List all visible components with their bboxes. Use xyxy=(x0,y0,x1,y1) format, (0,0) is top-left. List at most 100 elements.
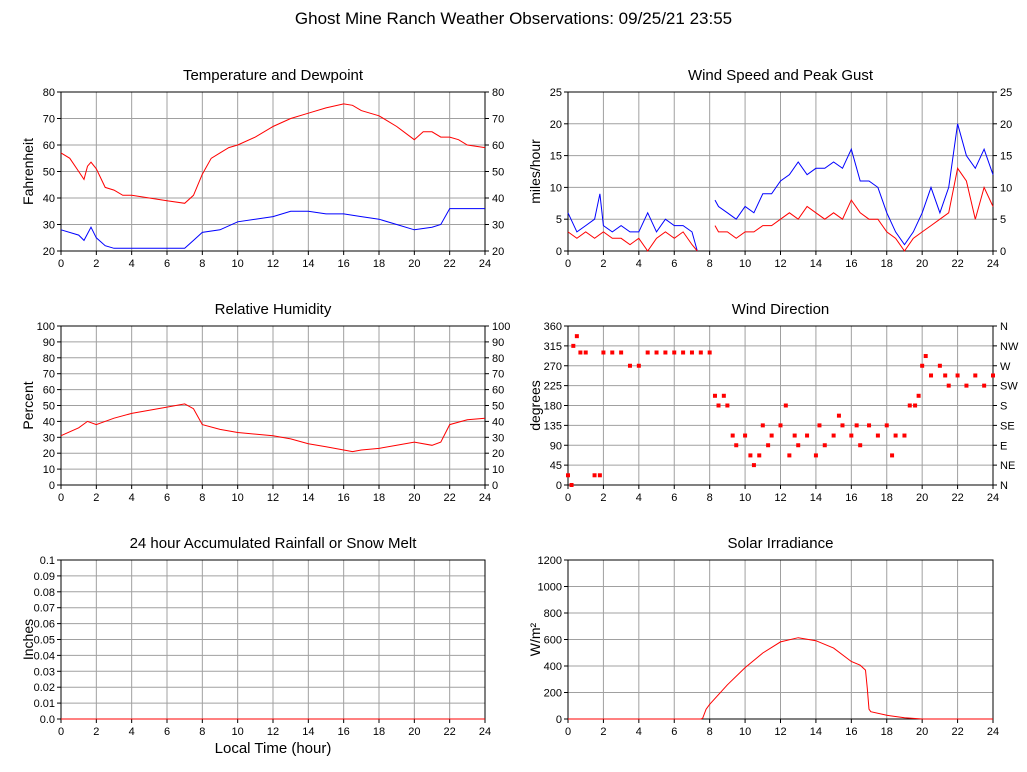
y-tick-label: 0.02 xyxy=(34,682,55,694)
x-tick-label: 4 xyxy=(129,492,135,504)
y-tick-label: 80 xyxy=(43,87,55,99)
x-tick-label: 18 xyxy=(373,726,385,738)
data-point xyxy=(730,433,735,438)
y-right-tick-label: 80 xyxy=(492,87,504,99)
data-point xyxy=(778,423,783,428)
y-right-tick-label: 60 xyxy=(492,385,504,397)
chart-title: Wind Direction xyxy=(732,301,830,318)
data-point xyxy=(867,423,872,428)
y-right-tick-label: 100 xyxy=(492,321,510,333)
data-point xyxy=(627,363,632,368)
y-tick-label: 50 xyxy=(43,167,55,179)
data-point xyxy=(792,433,797,438)
y-tick-label: 40 xyxy=(43,416,55,428)
x-tick-label: 24 xyxy=(479,258,491,270)
data-point xyxy=(955,373,960,378)
series-line-wind-speed xyxy=(567,167,994,252)
x-tick-label: 4 xyxy=(636,726,642,738)
x-tick-label: 24 xyxy=(987,258,999,270)
x-tick-label: 8 xyxy=(199,258,205,270)
y-tick-label: 25 xyxy=(550,87,562,99)
x-tick-label: 20 xyxy=(916,258,928,270)
x-tick-label: 8 xyxy=(707,258,713,270)
y-right-tick-label: 60 xyxy=(492,140,504,152)
y-tick-label: 225 xyxy=(544,381,562,393)
chart-rh: 0 2 4 6 8 10 12 14 16 18 20 22 240102030405060708090… xyxy=(20,301,510,504)
x-tick-label: 4 xyxy=(636,492,642,504)
y-tick-label: 90 xyxy=(43,337,55,349)
data-point xyxy=(743,433,748,438)
y-tick-label: 20 xyxy=(43,246,55,258)
x-tick-label: 6 xyxy=(671,492,677,504)
y-right-tick-label: 40 xyxy=(492,193,504,205)
y-tick-label: 10 xyxy=(43,464,55,476)
y-tick-label: 15 xyxy=(550,151,562,163)
y-tick-label: 45 xyxy=(550,460,562,472)
x-tick-label: 20 xyxy=(408,258,420,270)
x-tick-label: 22 xyxy=(951,726,963,738)
chart-title: 24 hour Accumulated Rainfall or Snow Mel… xyxy=(130,535,418,552)
data-point xyxy=(769,433,774,438)
y-axis-label: miles/hour xyxy=(527,139,543,204)
y-tick-label: 0.09 xyxy=(34,571,55,583)
y-axis-label: degrees xyxy=(527,380,543,431)
y-right-tick-label: 10 xyxy=(1000,182,1012,194)
main-title: Ghost Mine Ranch Weather Observations: 0… xyxy=(294,9,733,28)
data-point xyxy=(937,363,942,368)
x-tick-label: 8 xyxy=(707,492,713,504)
y-axis-label: W/m² xyxy=(527,622,543,656)
data-point xyxy=(707,350,712,355)
data-point xyxy=(907,403,912,408)
data-point xyxy=(929,373,934,378)
x-tick-label: 16 xyxy=(338,258,350,270)
data-point xyxy=(734,443,739,448)
data-point xyxy=(943,373,948,378)
x-tick-label: 14 xyxy=(302,492,314,504)
y-right-tick-label: SE xyxy=(1000,420,1015,432)
y-right-tick-label: 0 xyxy=(492,480,498,492)
data-point xyxy=(923,354,928,359)
x-tick-label: 14 xyxy=(810,258,822,270)
y-tick-label: 0.07 xyxy=(34,603,55,615)
data-point xyxy=(610,350,615,355)
data-point xyxy=(920,363,925,368)
data-point xyxy=(716,403,721,408)
x-tick-label: 10 xyxy=(232,258,244,270)
x-tick-label: 14 xyxy=(302,258,314,270)
x-tick-label: 20 xyxy=(916,726,928,738)
x-tick-label: 12 xyxy=(774,258,786,270)
x-tick-label: 10 xyxy=(739,258,751,270)
data-point xyxy=(913,403,918,408)
x-tick-label: 6 xyxy=(164,726,170,738)
y-right-tick-label: 25 xyxy=(1000,87,1012,99)
y-right-tick-label: 70 xyxy=(492,369,504,381)
y-right-tick-label: 50 xyxy=(492,401,504,413)
data-point xyxy=(597,473,602,478)
y-right-tick-label: S xyxy=(1000,401,1007,413)
x-tick-label: 8 xyxy=(199,726,205,738)
x-tick-label: 10 xyxy=(739,726,751,738)
y-tick-label: 30 xyxy=(43,220,55,232)
chart-title: Wind Speed and Peak Gust xyxy=(688,67,874,84)
data-point xyxy=(849,433,854,438)
y-right-tick-label: 40 xyxy=(492,416,504,428)
x-tick-label: 10 xyxy=(739,492,751,504)
x-tick-label: 0 xyxy=(58,492,64,504)
y-axis-label: Fahrenheit xyxy=(20,138,36,205)
x-tick-label: 2 xyxy=(600,258,606,270)
y-tick-label: 70 xyxy=(43,369,55,381)
data-point xyxy=(875,433,880,438)
y-tick-label: 10 xyxy=(550,182,562,194)
y-tick-label: 1200 xyxy=(538,555,562,567)
data-point xyxy=(681,350,686,355)
y-tick-label: 180 xyxy=(544,401,562,413)
y-right-tick-label: 20 xyxy=(492,246,504,258)
data-point xyxy=(725,403,730,408)
data-point xyxy=(902,433,907,438)
y-right-tick-label: SW xyxy=(1000,381,1018,393)
x-tick-label: 6 xyxy=(164,258,170,270)
x-tick-label: 0 xyxy=(58,726,64,738)
y-tick-label: 800 xyxy=(544,608,562,620)
plot-frame xyxy=(567,91,994,252)
